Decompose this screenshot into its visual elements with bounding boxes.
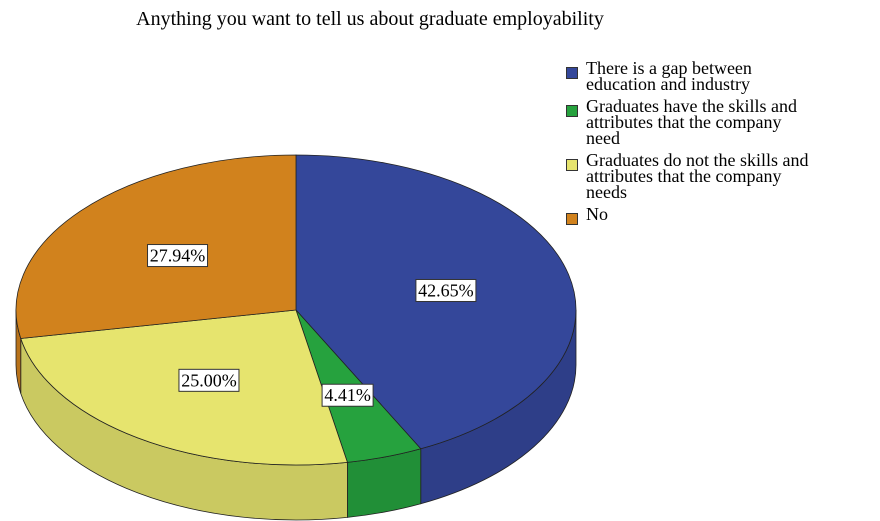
legend-label-1: Graduates have the skills and attributes …: [586, 96, 797, 148]
svg-text:27.94%: 27.94%: [150, 246, 206, 266]
legend-label-2: Graduates do not the skills and attribute…: [586, 150, 809, 202]
legend-swatch-2: [566, 159, 578, 171]
svg-text:4.41%: 4.41%: [324, 385, 371, 405]
legend-swatch-1: [566, 105, 578, 117]
legend-item-1: Graduates have the skills and attributes …: [566, 96, 876, 148]
svg-text:42.65%: 42.65%: [418, 280, 474, 300]
svg-text:25.00%: 25.00%: [181, 370, 237, 390]
legend-swatch-3: [566, 213, 578, 225]
legend-label-0: There is a gap between education and indu…: [586, 58, 752, 94]
legend-label-3: No: [586, 204, 608, 224]
pie-label-1: 4.41%: [321, 383, 374, 407]
legend-item-0: There is a gap between education and indu…: [566, 58, 876, 94]
legend-item-3: No: [566, 204, 876, 225]
chart-legend: There is a gap between education and indu…: [566, 58, 876, 228]
pie-label-3: 27.94%: [147, 244, 209, 268]
legend-item-2: Graduates do not the skills and attribute…: [566, 150, 876, 202]
pie-label-2: 25.00%: [178, 368, 240, 392]
chart-title: Anything you want to tell us about gradu…: [136, 8, 604, 30]
legend-swatch-0: [566, 67, 578, 79]
pie-label-0: 42.65%: [415, 278, 477, 302]
